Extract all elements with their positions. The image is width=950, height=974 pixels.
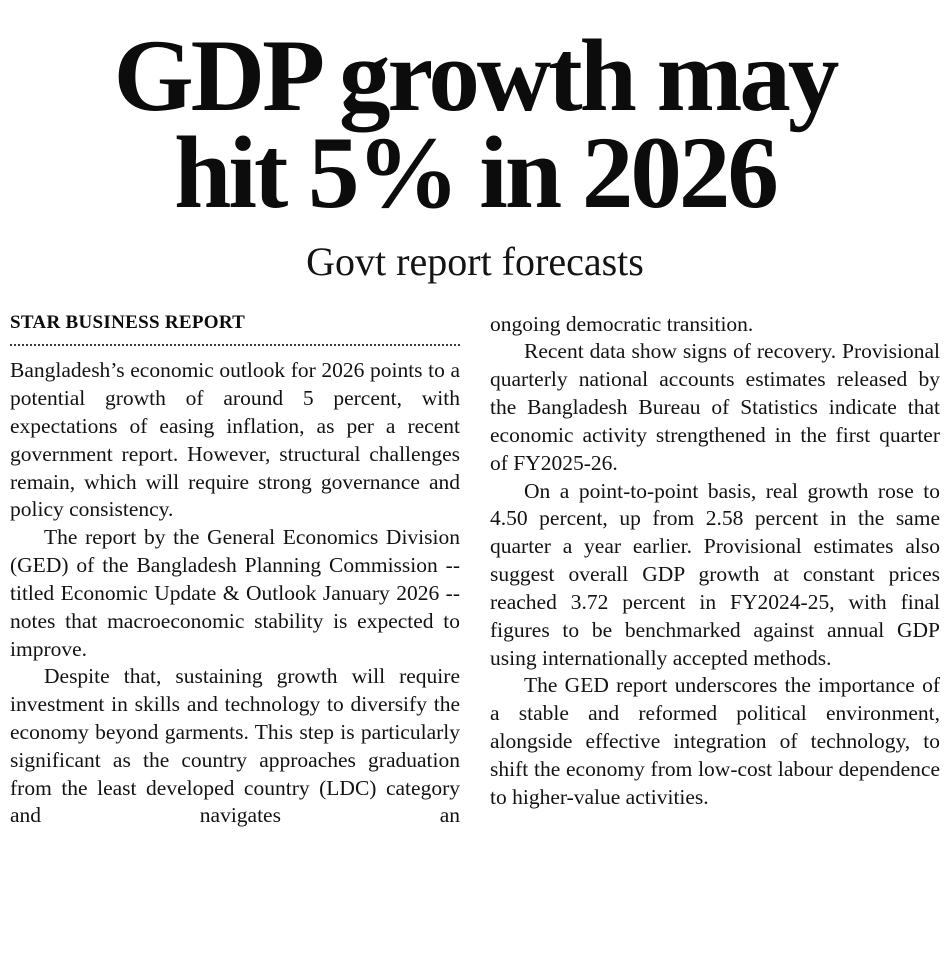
paragraph-right-1: ongoing democratic transition. <box>490 311 754 336</box>
paragraph-left-1: Bangladesh’s economic outlook for 2026 p… <box>10 358 460 522</box>
paragraph-left-3: Despite that, sustaining growth will req… <box>10 664 460 828</box>
paragraph-right-2: Recent data show signs of recovery. Prov… <box>490 339 940 475</box>
right-column: ongoing democratic transition. Recent da… <box>490 311 940 831</box>
paragraph-left-2: The report by the General Economics Divi… <box>10 525 460 661</box>
paragraph-right-3: On a point-to-point basis, real growth r… <box>490 478 940 670</box>
headline-line-2: hit 5% in 2026 <box>174 115 779 230</box>
paragraph-right-4: The GED report underscores the importanc… <box>490 673 940 809</box>
article-body: STAR BUSINESS REPORT Bangladesh’s econom… <box>0 311 950 831</box>
headline-line-1: GDP growth may <box>113 19 840 133</box>
byline: STAR BUSINESS REPORT <box>10 311 246 333</box>
article-headline: GDP growth may hit 5% in 2026 <box>6 19 944 230</box>
article-subheadline: Govt report forecasts <box>306 238 644 284</box>
left-column: STAR BUSINESS REPORT Bangladesh’s econom… <box>10 311 460 831</box>
dotted-divider <box>10 344 460 347</box>
